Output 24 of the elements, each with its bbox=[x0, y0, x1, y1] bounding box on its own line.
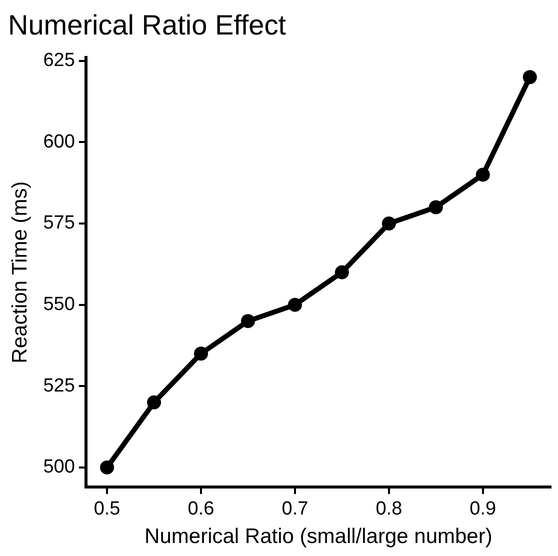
point bbox=[428, 200, 443, 214]
y-tick-label: 525 bbox=[43, 375, 75, 396]
y-tick-label: 600 bbox=[43, 131, 75, 152]
point bbox=[382, 216, 396, 231]
x-tick-label: 0.9 bbox=[470, 498, 496, 520]
point bbox=[100, 460, 114, 474]
point bbox=[147, 395, 162, 410]
x-tick-label: 0.7 bbox=[282, 498, 308, 520]
point bbox=[522, 70, 537, 84]
y-tick-label: 625 bbox=[43, 50, 75, 72]
chart-title: Numerical Ratio Effect bbox=[8, 10, 286, 41]
x-tick-label: 0.6 bbox=[188, 498, 214, 520]
y-axis-title: Reaction Time (ms) bbox=[8, 181, 32, 364]
x-tick-label: 0.5 bbox=[94, 498, 120, 520]
point bbox=[334, 265, 349, 280]
point bbox=[194, 346, 208, 361]
y-tick-label: 500 bbox=[43, 456, 75, 478]
point bbox=[288, 298, 302, 312]
point bbox=[240, 314, 255, 328]
y-tick-label: 550 bbox=[43, 294, 75, 316]
y-tick-label: 575 bbox=[43, 212, 75, 234]
point bbox=[476, 168, 490, 182]
x-axis-title: Numerical Ratio (small/large number) bbox=[144, 525, 492, 548]
x-tick-label: 0.8 bbox=[376, 498, 402, 520]
